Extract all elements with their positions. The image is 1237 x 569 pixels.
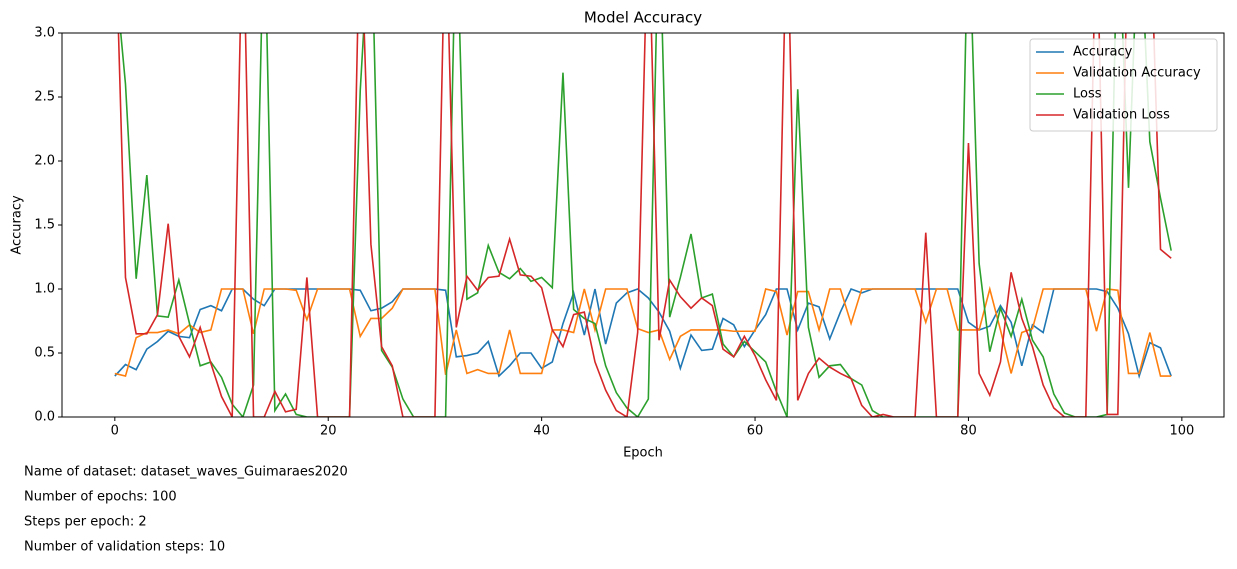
legend-label: Validation Accuracy: [1073, 66, 1201, 81]
series-line: [119, 33, 1172, 417]
plot-frame: [61, 32, 1225, 418]
y-tick-label: 2.5: [34, 90, 55, 105]
series-line: [117, 33, 1172, 417]
y-tick-label: 1.0: [34, 282, 55, 297]
info-line: Steps per epoch: 2: [24, 515, 147, 530]
y-tick-label: 0.0: [34, 410, 55, 425]
legend-label: Validation Loss: [1073, 108, 1170, 123]
y-tick-label: 1.5: [34, 218, 55, 233]
x-tick-label: 20: [320, 424, 337, 439]
x-tick-label: 40: [533, 424, 550, 439]
y-tick-label: 2.0: [34, 154, 55, 169]
x-tick-label: 60: [747, 424, 764, 439]
x-tick-label: 80: [960, 424, 977, 439]
info-line: Name of dataset: dataset_waves_Guimaraes…: [24, 465, 348, 480]
legend-label: Accuracy: [1073, 45, 1133, 60]
y-tick-label: 0.5: [34, 346, 55, 361]
legend-box: [1029, 38, 1218, 132]
series-line: [114, 285, 1172, 377]
x-tick-label: 100: [1169, 424, 1194, 439]
x-axis-label: Epoch: [623, 446, 663, 461]
info-line: Number of epochs: 100: [24, 490, 177, 505]
legend-label: Loss: [1073, 87, 1102, 102]
y-axis-label: Accuracy: [10, 195, 25, 255]
x-tick-label: 0: [111, 424, 119, 439]
y-tick-label: 3.0: [34, 26, 55, 41]
info-line: Number of validation steps: 10: [24, 540, 225, 555]
chart-title: Model Accuracy: [584, 9, 702, 27]
plot-lines: [114, 33, 1172, 417]
